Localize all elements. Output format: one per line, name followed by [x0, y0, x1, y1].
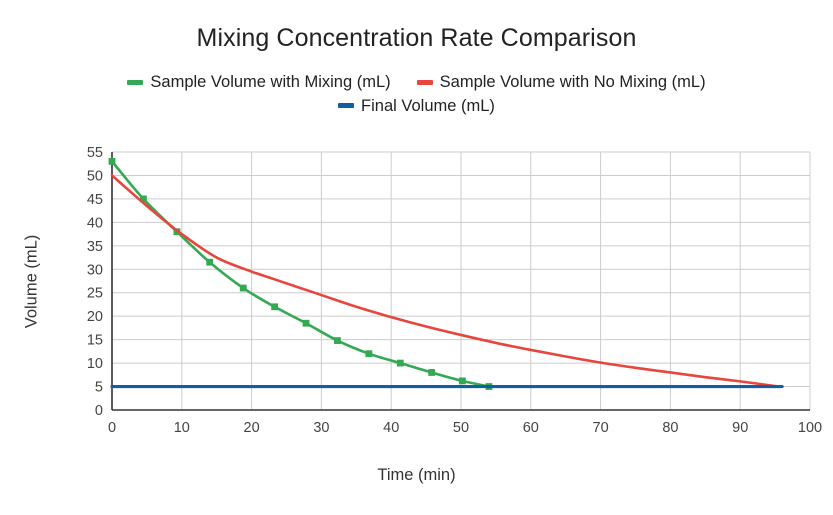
- y-tick-label: 10: [87, 356, 103, 372]
- x-tick-label: 90: [732, 420, 748, 436]
- data-point-marker: [239, 284, 247, 292]
- legend-label-final-volume: Final Volume (mL): [361, 96, 495, 115]
- chart-legend: Sample Volume with Mixing (mL) Sample Vo…: [0, 74, 833, 121]
- y-tick-label: 40: [87, 215, 103, 231]
- x-tick-label: 40: [383, 420, 399, 436]
- legend-swatch-final-volume: [338, 103, 355, 109]
- data-point-marker: [302, 319, 310, 327]
- x-tick-label: 30: [313, 420, 329, 436]
- legend-label-mixing: Sample Volume with Mixing (mL): [150, 73, 391, 91]
- y-tick-label: 5: [95, 380, 103, 396]
- data-point-marker: [458, 377, 466, 385]
- legend-swatch-no-mixing: [416, 79, 433, 85]
- series-line-mixing: [110, 160, 491, 388]
- x-tick-label: 100: [798, 420, 822, 436]
- y-tick-label: 35: [87, 239, 103, 255]
- x-tick-label: 10: [174, 420, 190, 436]
- x-tick-label: 80: [662, 420, 678, 436]
- data-point-marker: [271, 303, 279, 311]
- y-axis-title: Volume (mL): [22, 234, 41, 329]
- y-tick-label: 45: [87, 192, 103, 208]
- y-tick-label: 50: [87, 168, 103, 184]
- legend-item-mixing[interactable]: Sample Volume with Mixing (mL): [127, 73, 391, 91]
- data-point-marker: [334, 337, 341, 344]
- x-tick-label: 20: [244, 420, 260, 436]
- data-point-marker: [140, 195, 147, 203]
- y-tick-label: 15: [87, 333, 103, 349]
- x-tick-label: 60: [523, 420, 539, 436]
- legend-label-no-mixing: Sample Volume with No Mixing (mL): [439, 73, 706, 91]
- legend-swatch-mixing: [127, 79, 144, 85]
- y-tick-label: 20: [87, 309, 103, 325]
- legend-item-no-mixing[interactable]: Sample Volume with No Mixing (mL): [416, 73, 706, 91]
- y-tick-label: 30: [87, 262, 103, 278]
- y-tick-label: 55: [87, 145, 103, 161]
- legend-row: Sample Volume with Mixing (mL) Sample Vo…: [0, 74, 833, 91]
- data-point-marker: [396, 359, 404, 367]
- data-point-marker: [206, 258, 214, 266]
- data-point-marker: [108, 157, 116, 165]
- legend-row: Final Volume (mL): [0, 96, 833, 115]
- legend-item-final-volume[interactable]: Final Volume (mL): [338, 96, 495, 115]
- chart-title: Mixing Concentration Rate Comparison: [196, 24, 637, 52]
- x-axis-title: Time (min): [377, 466, 456, 484]
- x-tick-label: 70: [593, 420, 609, 436]
- data-point-marker: [365, 350, 373, 358]
- series-line-no-mixing: [110, 174, 780, 388]
- y-tick-label: 0: [95, 403, 103, 419]
- y-tick-label: 25: [87, 286, 103, 302]
- x-tick-label: 0: [108, 420, 116, 436]
- data-point-marker: [428, 369, 436, 376]
- x-tick-label: 50: [453, 420, 469, 436]
